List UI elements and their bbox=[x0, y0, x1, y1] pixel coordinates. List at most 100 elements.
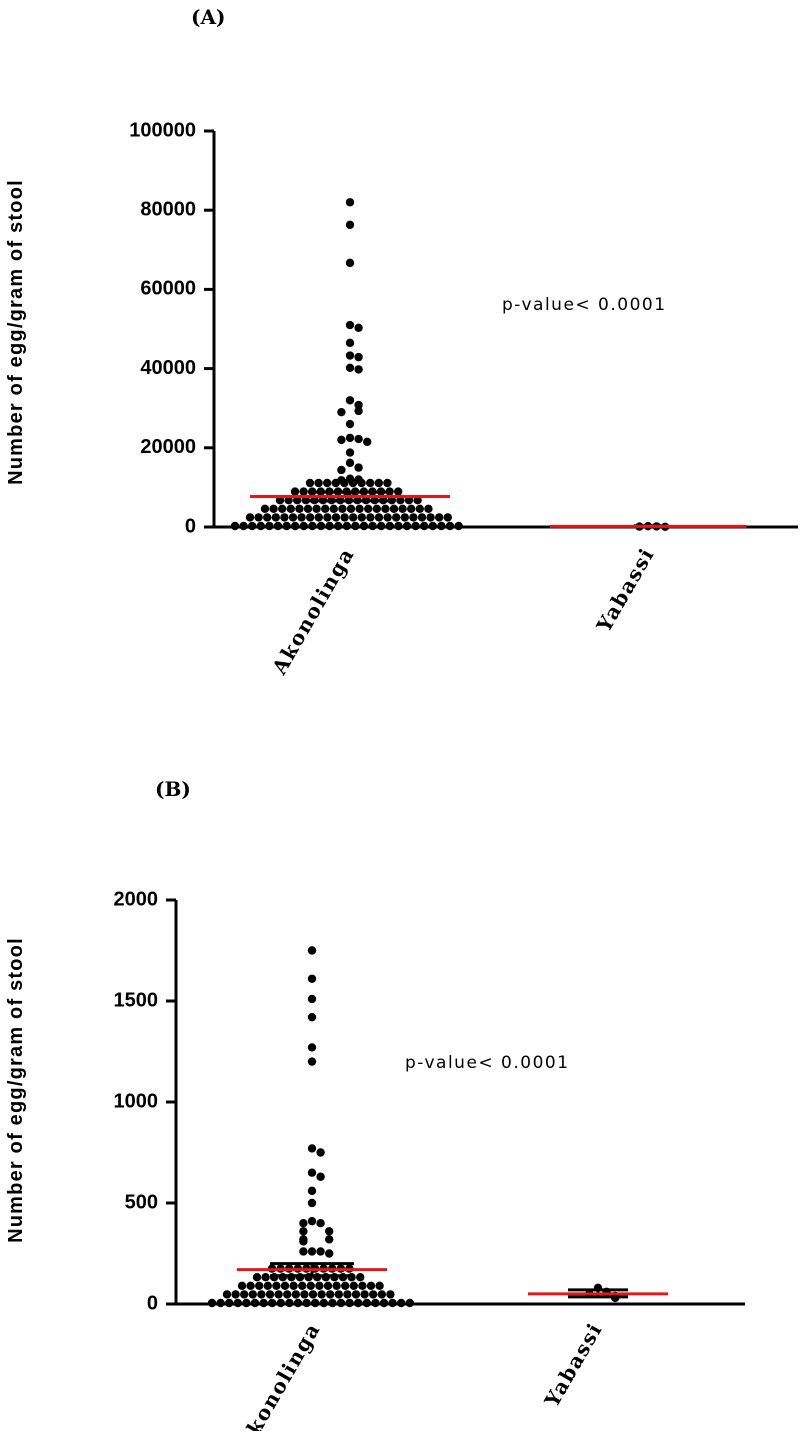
panel-b-label: (B) bbox=[155, 777, 191, 801]
panel-a-point-akonolinga bbox=[377, 521, 386, 531]
panel-a-point-akonolinga bbox=[312, 504, 321, 513]
panel-a-point-akonolinga bbox=[394, 521, 403, 531]
panel-a-point-akonolinga bbox=[404, 496, 414, 505]
panel-b-point-akonolinga bbox=[300, 1290, 309, 1299]
panel-b-point-akonolinga bbox=[325, 1249, 334, 1258]
panel-a-point-akonolinga bbox=[345, 258, 355, 268]
panel-a-point-akonolinga bbox=[409, 513, 418, 522]
panel-b-point-akonolinga bbox=[255, 1281, 264, 1291]
panel-b-point-akonolinga bbox=[369, 1290, 378, 1299]
panel-a-point-akonolinga bbox=[280, 513, 289, 522]
panel-a-point-akonolinga bbox=[293, 496, 302, 505]
panel-b-point-akonolinga bbox=[259, 1298, 268, 1308]
panel-b-point-akonolinga bbox=[274, 1290, 283, 1299]
panel-b-point-akonolinga bbox=[308, 1290, 318, 1299]
panel-b-point-akonolinga bbox=[349, 1281, 358, 1291]
panel-a-point-akonolinga bbox=[303, 504, 313, 513]
panel-b-point-akonolinga bbox=[263, 1281, 272, 1291]
panel-a-point-akonolinga bbox=[323, 513, 332, 522]
panel-a-point-akonolinga bbox=[349, 513, 358, 522]
panel-b-point-akonolinga bbox=[237, 1281, 247, 1291]
panel-a-point-akonolinga bbox=[245, 513, 255, 522]
panel-a-point-akonolinga bbox=[381, 504, 390, 513]
panel-a-point-akonolinga bbox=[325, 521, 334, 531]
panel-b-point-akonolinga bbox=[299, 1219, 308, 1228]
panel-a-point-akonolinga bbox=[340, 513, 349, 522]
panel-a-point-akonolinga bbox=[345, 448, 355, 457]
panel-b-point-akonolinga bbox=[307, 1198, 317, 1208]
panel-b-point-akonolinga bbox=[299, 1237, 308, 1246]
panel-a-point-akonolinga bbox=[239, 521, 248, 531]
panel-a-point-akonolinga bbox=[345, 363, 355, 373]
panel-b-point-akonolinga bbox=[307, 1144, 317, 1153]
panel-a-point-akonolinga bbox=[374, 478, 383, 488]
panel-a-point-akonolinga bbox=[354, 352, 363, 362]
panel-a-point-akonolinga bbox=[411, 521, 420, 531]
panel-a-point-akonolinga bbox=[254, 513, 263, 522]
panel-a-point-akonolinga bbox=[357, 478, 366, 488]
panel-a-point-akonolinga bbox=[348, 478, 358, 488]
panel-b-point-akonolinga bbox=[307, 994, 317, 1004]
panel-b-point-akonolinga bbox=[225, 1298, 234, 1308]
panel-b-point-akonolinga bbox=[302, 1298, 311, 1308]
panel-a-point-akonolinga bbox=[345, 351, 355, 360]
panel-b-point-akonolinga bbox=[345, 1298, 354, 1308]
panel-b-point-akonolinga bbox=[240, 1290, 249, 1299]
panel-b-point-akonolinga bbox=[257, 1290, 266, 1299]
panel-a-point-akonolinga bbox=[340, 478, 349, 488]
panel-b-y-ticks: 0 500 1000 1500 2000 bbox=[114, 888, 176, 1314]
panel-a-y-ticks: 0 20000 40000 60000 80000 100000 bbox=[129, 119, 214, 537]
panel-b-point-akonolinga bbox=[388, 1298, 397, 1308]
panel-a-point-akonolinga bbox=[342, 521, 351, 531]
panel-b-point-akonolinga bbox=[316, 1148, 325, 1157]
panel-b-point-akonolinga bbox=[207, 1298, 217, 1308]
panel-a-points bbox=[230, 198, 670, 532]
panel-b-point-akonolinga bbox=[325, 1227, 334, 1236]
panel-a-point-akonolinga bbox=[269, 504, 278, 513]
panel-a-point-akonolinga bbox=[265, 521, 274, 531]
panel-a-point-akonolinga bbox=[428, 521, 437, 531]
panel-b-point-akonolinga bbox=[316, 1247, 325, 1256]
panel-a-point-akonolinga bbox=[345, 433, 355, 443]
panel-b-point-akonolinga bbox=[341, 1281, 350, 1291]
panel-a-point-akonolinga bbox=[359, 521, 369, 531]
panel-b-point-akonolinga bbox=[306, 1281, 315, 1291]
panel-a-point-akonolinga bbox=[389, 504, 399, 513]
panel-a-point-akonolinga bbox=[337, 407, 346, 417]
panel-b-y-tick-label: 1500 bbox=[114, 989, 159, 1011]
panel-a-point-akonolinga bbox=[354, 406, 363, 416]
panel-a-point-akonolinga bbox=[260, 504, 270, 513]
panel-a-point-akonolinga bbox=[314, 513, 323, 522]
panel-b-point-akonolinga bbox=[252, 1273, 262, 1282]
panel-b-point-akonolinga bbox=[334, 1290, 343, 1299]
panel-a-point-akonolinga bbox=[398, 504, 407, 513]
panel-b-point-akonolinga bbox=[354, 1298, 363, 1308]
panel-b-x-tick-akonolinga: Akonolinga bbox=[233, 1318, 325, 1431]
panel-a-point-akonolinga bbox=[383, 478, 392, 488]
panel-b-point-akonolinga bbox=[250, 1298, 260, 1308]
panel-a-point-akonolinga bbox=[345, 320, 355, 330]
panel-a-point-akonolinga bbox=[415, 504, 424, 513]
panel-a-point-akonolinga bbox=[338, 504, 347, 513]
panel-a-point-akonolinga bbox=[420, 521, 429, 531]
panel-b-point-akonolinga bbox=[362, 1298, 371, 1308]
panel-a-point-akonolinga bbox=[351, 521, 360, 531]
panel-b-y-tick-label: 500 bbox=[125, 1191, 158, 1213]
panel-b-point-akonolinga bbox=[299, 1247, 308, 1256]
panel-a-point-akonolinga bbox=[383, 513, 392, 522]
panel-b-point-akonolinga bbox=[307, 1168, 317, 1177]
panel-a-point-akonolinga bbox=[334, 521, 343, 531]
panel-a-point-akonolinga bbox=[331, 513, 341, 522]
panel-b-point-akonolinga bbox=[386, 1290, 395, 1299]
panel-a-point-akonolinga bbox=[372, 504, 381, 513]
panel-b-point-akonolinga bbox=[343, 1290, 352, 1299]
panel-a-point-akonolinga bbox=[299, 487, 308, 496]
panel-b-point-akonolinga bbox=[248, 1290, 257, 1299]
panel-b-point-akonolinga bbox=[307, 1216, 317, 1226]
panel-a-point-akonolinga bbox=[321, 504, 330, 513]
panel-b-point-akonolinga bbox=[375, 1281, 384, 1291]
panel-a-y-tick-label: 0 bbox=[185, 515, 196, 537]
panel-a-point-akonolinga bbox=[413, 496, 422, 505]
panel-b-point-akonolinga bbox=[222, 1290, 232, 1299]
